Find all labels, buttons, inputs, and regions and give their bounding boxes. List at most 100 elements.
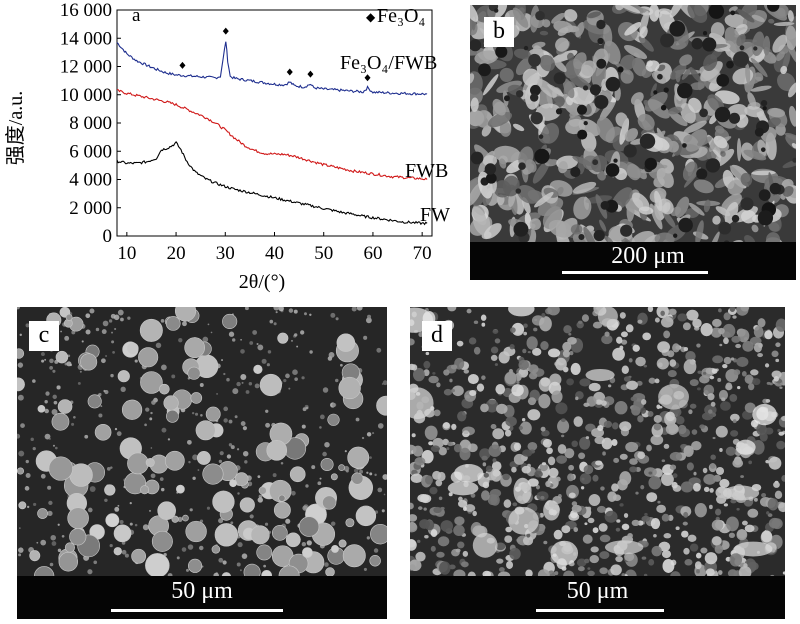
sem-grain <box>436 551 445 558</box>
sem-fine-particle <box>71 330 76 335</box>
sem-sphere <box>80 353 98 371</box>
sem-fine-particle <box>239 569 242 572</box>
sem-grain <box>516 380 520 384</box>
sem-fine-particle <box>98 413 103 418</box>
sem-fine-particle <box>51 409 58 415</box>
sem-flake <box>645 60 660 72</box>
sem-pore <box>478 63 491 77</box>
sem-fine-particle <box>232 338 236 342</box>
sem-fine-particle <box>106 466 111 471</box>
sem-bright-cluster <box>550 540 579 566</box>
sem-fine-particle <box>111 331 113 334</box>
sem-sphere <box>338 539 347 548</box>
sem-grain <box>575 396 579 401</box>
sem-grain <box>449 378 453 383</box>
sem-fine-particle <box>328 352 335 358</box>
sem-fine-particle <box>344 450 347 453</box>
sem-grain <box>629 458 638 465</box>
sem-fine-particle <box>18 553 22 557</box>
sem-flake <box>620 54 636 71</box>
sem-grain <box>462 550 469 557</box>
sem-fine-particle <box>24 486 30 491</box>
sem-pore <box>702 37 717 52</box>
sem-flake <box>470 182 483 206</box>
sem-pore <box>605 76 621 92</box>
sem-grain <box>581 314 590 322</box>
y-tick-label: 16 000 <box>60 0 112 21</box>
chart-axes <box>116 9 433 237</box>
sem-grain <box>647 307 654 313</box>
sem-grain <box>598 523 608 532</box>
sem-flake <box>714 125 725 134</box>
sem-fine-particle <box>324 562 329 567</box>
sem-sphere <box>138 347 159 368</box>
sem-flake <box>675 70 681 83</box>
sem-flake <box>553 59 567 73</box>
sem-grain <box>662 558 675 573</box>
sem-grain <box>410 473 423 484</box>
sem-flake <box>789 105 796 127</box>
sem-fine-particle <box>191 411 195 415</box>
sem-fine-particle <box>267 350 272 354</box>
sem-pore <box>530 112 543 125</box>
sem-flake <box>537 79 557 98</box>
sem-flake <box>492 98 506 116</box>
sem-grain <box>697 370 702 374</box>
sem-fine-particle <box>254 383 260 389</box>
sem-grain <box>608 384 612 388</box>
sem-sphere <box>87 394 102 409</box>
sem-image-c: c 50 μm <box>17 307 387 619</box>
scale-bar-strip-c: 50 μm <box>17 576 387 619</box>
sem-grain <box>518 425 523 431</box>
sem-sphere <box>104 484 116 496</box>
sem-fine-particle <box>306 541 309 544</box>
sem-sphere <box>69 463 93 487</box>
sem-grain <box>430 445 440 452</box>
sem-grain <box>647 411 654 417</box>
sem-grain <box>496 403 508 415</box>
peak-marker <box>179 61 186 69</box>
sem-flake <box>687 5 708 23</box>
sem-flake <box>668 106 683 115</box>
sem-grain <box>571 504 582 513</box>
sem-grain <box>718 389 729 401</box>
sem-flake <box>689 67 701 82</box>
sem-grain <box>607 491 617 502</box>
sem-pore <box>696 168 708 180</box>
sem-fine-particle <box>110 313 116 319</box>
sem-grain <box>540 341 549 351</box>
sem-fine-particle <box>89 308 95 314</box>
sem-grain <box>560 418 566 423</box>
sem-grain <box>548 467 559 478</box>
sem-grain <box>424 519 435 531</box>
sem-grain <box>669 359 677 367</box>
sem-grain <box>433 409 441 417</box>
sem-fine-particle <box>167 438 171 441</box>
sem-flake <box>782 158 796 169</box>
sem-grain <box>774 490 783 500</box>
sem-sphere <box>57 399 73 414</box>
sem-flake <box>682 161 698 181</box>
sem-grain <box>582 534 593 544</box>
sem-flake <box>754 72 764 82</box>
sem-grain <box>671 481 678 489</box>
sem-grain <box>709 462 716 469</box>
y-tick-label: 0 <box>103 226 113 247</box>
sem-fine-particle <box>230 445 235 450</box>
sem-sphere <box>273 501 291 519</box>
sem-flake <box>581 60 597 76</box>
sem-sphere <box>139 318 163 342</box>
sem-grain <box>415 551 426 562</box>
sem-fine-particle <box>351 307 357 312</box>
sem-fine-particle <box>249 341 254 345</box>
sem-sphere <box>121 399 143 420</box>
sem-grain <box>703 474 717 485</box>
y-tick-label: 8 000 <box>69 113 112 134</box>
sem-flake <box>573 196 592 220</box>
sem-flake <box>681 67 692 80</box>
sem-grain <box>717 377 722 383</box>
sem-grain <box>481 322 486 327</box>
sem-fine-particle <box>269 319 274 324</box>
sem-flake <box>639 26 648 39</box>
sem-grain <box>779 386 783 389</box>
